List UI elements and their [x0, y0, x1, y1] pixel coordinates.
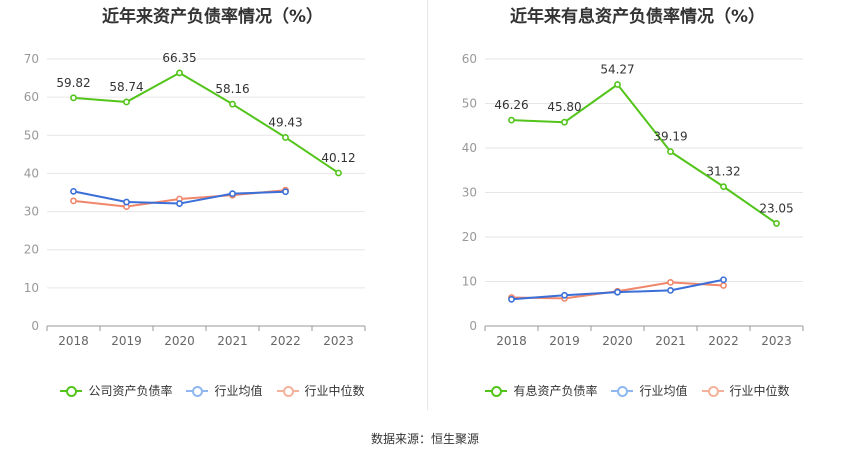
data-point — [335, 169, 342, 177]
x-tick-label: 2023 — [323, 334, 354, 348]
y-tick-label: 30 — [462, 186, 477, 200]
y-tick-label: 40 — [24, 166, 39, 180]
data-point — [508, 116, 515, 124]
line-chart-interest-debt-ratio: 0 10 20 30 40 50 60 2018 2019 2020 2021 2022 2023 46.… — [462, 52, 804, 348]
data-point — [508, 295, 515, 303]
x-tick-label: 2018 — [58, 334, 89, 348]
chart-legend: 有息资产负债率 行业均值 行业中位数 — [425, 382, 850, 399]
data-label: 31.32 — [706, 165, 740, 179]
legend-swatch-icon — [701, 385, 724, 397]
legend-item-industry-mean[interactable]: 行业均值 — [186, 382, 263, 399]
y-tick-label: 20 — [24, 243, 39, 257]
legend-label: 行业中位数 — [304, 384, 365, 398]
data-point — [176, 69, 183, 77]
x-tick-label: 2018 — [496, 334, 527, 348]
legend-label: 公司资产负债率 — [88, 384, 173, 398]
y-tick-label: 40 — [462, 141, 477, 155]
chart-title: 近年来资产负债率情况（%） — [101, 7, 324, 27]
legend-label: 行业均值 — [639, 384, 688, 398]
x-tick-label: 2020 — [602, 334, 633, 348]
data-label: 39.19 — [653, 130, 687, 144]
chart-panel-left: 近年来资产负债率情况（%） 0 10 20 30 40 50 60 70 2018 2019 202… — [0, 0, 425, 420]
panel-divider — [427, 0, 428, 410]
y-tick-label: 50 — [462, 97, 477, 111]
data-source-note: 数据来源：恒生聚源 — [370, 432, 479, 446]
legend-item-company[interactable]: 有息资产负债率 — [485, 382, 597, 399]
data-point — [614, 288, 621, 296]
x-tick-label: 2023 — [761, 334, 792, 348]
legend-swatch-icon — [60, 385, 83, 397]
data-point — [720, 183, 727, 191]
legend-swatch-icon — [276, 385, 299, 397]
x-tick-label: 2022 — [270, 334, 301, 348]
legend-item-industry-median[interactable]: 行业中位数 — [701, 382, 790, 399]
data-point — [614, 81, 621, 88]
data-point — [70, 94, 77, 102]
y-tick-label: 10 — [462, 275, 477, 289]
data-point — [561, 291, 568, 299]
data-label: 45.80 — [547, 100, 581, 114]
legend-item-industry-mean[interactable]: 行业均值 — [611, 382, 688, 399]
data-point — [720, 282, 727, 289]
data-point — [667, 278, 674, 286]
data-label: 58.16 — [215, 82, 249, 96]
x-tick-label: 2019 — [111, 334, 142, 348]
legend-label: 行业中位数 — [729, 384, 790, 398]
data-label: 40.12 — [321, 151, 355, 165]
y-tick-label: 20 — [462, 230, 477, 244]
data-point — [70, 187, 77, 195]
data-point — [720, 276, 727, 284]
data-label: 58.74 — [109, 80, 143, 94]
y-tick-label: 70 — [24, 52, 39, 66]
data-point — [229, 100, 236, 108]
line-chart-debt-ratio: 0 10 20 30 40 50 60 70 2018 2019 2020 2021 2022 2023 5… — [24, 51, 366, 348]
data-label: 46.26 — [494, 98, 528, 112]
y-tick-label: 60 — [24, 90, 39, 104]
legend-item-company[interactable]: 公司资产负债率 — [60, 382, 172, 399]
x-tick-label: 2020 — [164, 334, 195, 348]
legend-label: 有息资产负债率 — [513, 384, 598, 398]
data-point — [70, 197, 77, 205]
data-point — [282, 134, 289, 141]
data-point — [123, 198, 130, 206]
chart-title: 近年来有息资产负债率情况（%） — [509, 7, 766, 27]
data-point — [667, 286, 674, 294]
data-label: 23.05 — [759, 201, 793, 215]
data-point — [229, 190, 236, 198]
data-point — [773, 220, 780, 227]
data-point — [561, 118, 568, 126]
legend-label: 行业均值 — [214, 384, 263, 398]
series-line — [73, 71, 340, 174]
data-point — [123, 98, 130, 106]
y-tick-label: 0 — [31, 319, 39, 333]
legend-swatch-icon — [485, 385, 508, 397]
data-label: 54.27 — [600, 62, 634, 76]
data-label: 66.35 — [162, 51, 196, 65]
y-tick-label: 60 — [462, 52, 477, 66]
data-point — [667, 148, 674, 156]
data-point — [282, 188, 289, 196]
series-line — [511, 83, 778, 225]
y-tick-label: 50 — [24, 128, 39, 142]
y-tick-label: 30 — [24, 205, 39, 219]
x-tick-label: 2021 — [217, 334, 248, 348]
legend-swatch-icon — [611, 385, 634, 397]
y-tick-label: 10 — [24, 281, 39, 295]
x-tick-label: 2022 — [708, 334, 739, 348]
y-tick-label: 0 — [469, 319, 477, 333]
legend-item-industry-median[interactable]: 行业中位数 — [276, 382, 365, 399]
legend-swatch-icon — [186, 385, 209, 397]
data-label: 49.43 — [268, 115, 302, 129]
chart-legend: 公司资产负债率 行业均值 行业中位数 — [0, 382, 425, 399]
data-label: 59.82 — [56, 76, 90, 90]
chart-panel-right: 近年来有息资产负债率情况（%） 0 10 20 30 40 50 60 2018 2019 202… — [425, 0, 850, 420]
x-tick-label: 2021 — [655, 334, 686, 348]
data-point — [176, 200, 183, 207]
x-tick-label: 2019 — [549, 334, 580, 348]
